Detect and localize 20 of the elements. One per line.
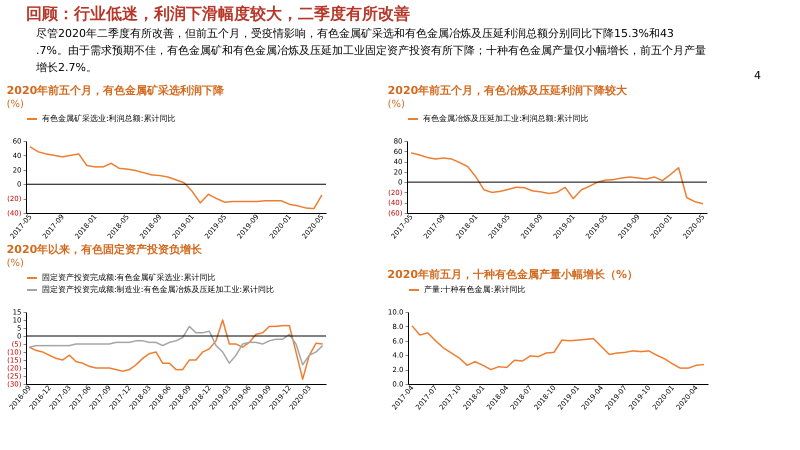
- chart-title: 2020年前五个月，有色冶炼及压延利润下降较大: [388, 84, 628, 97]
- text: 尽管2020年二季度有所改善，但前五个月，受疫情影响，有色金属矿采选和有色金属冶炼及压延利润总额分别同比下降15.3%和43.7%。由于需求预期不佳，有色金属矿和有色金属冶炼及压延加工业固定资产投资有所下降；十种有色金属产量仅小幅增长，前五个月产量增长2.7%。: [35, 27, 706, 74]
- chart-subtitle: (%): [6, 258, 24, 269]
- line-series: [411, 324, 705, 370]
- legend-label: 固定资产投资完成额:有色金属矿采选业:累计同比: [42, 273, 216, 282]
- line-series: [29, 146, 323, 210]
- line-series: [28, 319, 324, 380]
- legend-label: 产量:十种有色金属:累计同比: [424, 285, 526, 294]
- chart-title: 2020年前五月，十种有色金属产量小幅增长（%）: [387, 268, 638, 281]
- line-series: [28, 326, 324, 366]
- line-series: [410, 152, 704, 204]
- legend-label: 固定资产投资完成额:制造业:有色金属冶炼及压延加工业:累计同比: [42, 285, 274, 294]
- chart-subtitle: (%): [388, 99, 406, 110]
- chart-subtitle: (%): [6, 99, 24, 110]
- legend-label: 有色金属矿采选业:利润总额:累计同比: [42, 114, 176, 123]
- text: 回顾：行业低迷，利润下滑幅度较大，二季度有所改善: [26, 4, 410, 23]
- text: 4: [754, 69, 761, 82]
- chart-title: 2020年以来，有色固定资产投资负增长: [6, 243, 204, 256]
- chart-title: 2020年前五个月，有色金属矿采选利润下降: [6, 84, 226, 97]
- legend-label: 有色金属冶炼及压延加工业:利润总额:累计同比: [423, 114, 588, 123]
